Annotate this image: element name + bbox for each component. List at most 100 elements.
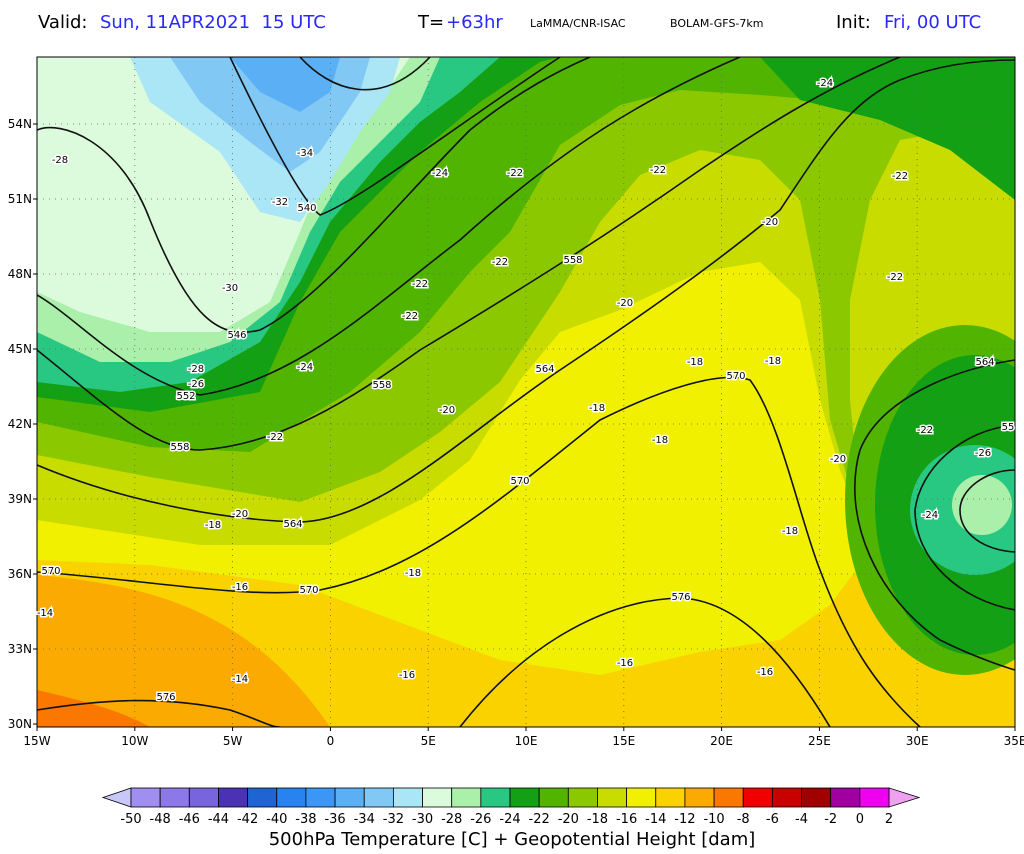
- colorbar-box: [451, 787, 482, 808]
- temperature-label: -28: [52, 155, 68, 166]
- colorbar-label: -36: [324, 812, 345, 827]
- colorbar-box: [334, 787, 365, 808]
- colorbar-label: -20: [558, 812, 579, 827]
- colorbar-label: -4: [795, 812, 808, 827]
- colorbar-label: 2: [885, 812, 893, 827]
- colorbar-box: [626, 787, 657, 808]
- height-label: 570: [726, 371, 745, 382]
- colorbar-label: -22: [529, 812, 550, 827]
- lon-label: 30E: [906, 734, 929, 748]
- colorbar-label: -26: [470, 812, 491, 827]
- temperature-label: -22: [402, 311, 418, 322]
- height-label: 564: [535, 364, 554, 375]
- colorbar-box: [684, 787, 715, 808]
- colorbar-box: [509, 787, 540, 808]
- height-contours: [37, 57, 1015, 727]
- colorbar-box: [392, 787, 423, 808]
- lead-label: T=: [417, 12, 444, 33]
- height-label: 570: [299, 585, 318, 596]
- temperature-label: -20: [830, 454, 846, 465]
- footer-title: 500hPa Temperature [C] + Geopotential He…: [269, 829, 756, 850]
- temperature-label: -32: [272, 197, 288, 208]
- colorbar-label: -48: [150, 812, 171, 827]
- temperature-label: -16: [399, 670, 415, 681]
- temperature-label: -22: [650, 165, 666, 176]
- temperature-label: -18: [205, 520, 221, 531]
- lon-label: 15W: [23, 734, 50, 748]
- colorbar-label: -28: [441, 812, 462, 827]
- height-label: 564: [975, 357, 994, 368]
- height-label: 546: [227, 330, 246, 341]
- height-label: 564: [283, 519, 302, 530]
- temperature-label: -18: [765, 356, 781, 367]
- contour-labels: -28 -34 -32 -30 -28 -26 -24 -22 -22 -24 -22 -20 -22 -…: [35, 77, 1016, 705]
- colorbar-box: [830, 787, 861, 808]
- lon-label: 5W: [223, 734, 243, 748]
- colorbar-label: -40: [266, 812, 287, 827]
- colorbar-label: -6: [766, 812, 779, 827]
- temperature-label: -22: [267, 432, 283, 443]
- colorbar-box: [305, 787, 336, 808]
- temperature-label: -16: [617, 658, 633, 669]
- temperature-label: -22: [887, 272, 903, 283]
- temperature-label: -22: [917, 425, 933, 436]
- temperature-label: -20: [617, 298, 633, 309]
- colorbar-label: -42: [237, 812, 258, 827]
- graticule: [37, 57, 1015, 727]
- lat-label: 33N: [8, 642, 32, 656]
- colorbar-box: [771, 787, 802, 808]
- colorbar-box: [567, 787, 598, 808]
- lat-label: 39N: [8, 492, 32, 506]
- map-axes: 54N 51N 48N 45N 42N 39N 36N 33N 30N 15W 10W 5W 0 5E 10…: [8, 117, 1024, 748]
- colorbar-label: -30: [412, 812, 433, 827]
- colorbar-box: [742, 787, 773, 808]
- colorbar-box: [801, 787, 832, 808]
- colorbar-box: [480, 787, 511, 808]
- lon-label: 35E: [1004, 734, 1024, 748]
- colorbar-label: -38: [295, 812, 316, 827]
- colorbar-label: -14: [645, 812, 666, 827]
- lon-label: 15E: [612, 734, 635, 748]
- model: BOLAM-GFS-7km: [670, 17, 763, 30]
- init-time: Fri, 00 UTC: [884, 12, 981, 33]
- colorbar-label: -24: [499, 812, 520, 827]
- lon-label: 5E: [421, 734, 436, 748]
- temperature-label: -26: [975, 448, 991, 459]
- temperature-label: -18: [652, 435, 668, 446]
- colorbar-label: -34: [354, 812, 375, 827]
- colorbar: -50 -48 -46 -44 -42 -40 -38 -36 -34 -32 -30 -28 -26-…: [101, 787, 921, 827]
- init-label: Init:: [836, 12, 871, 33]
- colorbar-label: -46: [179, 812, 200, 827]
- temperature-label: -30: [222, 283, 238, 294]
- colorbar-label: -44: [208, 812, 229, 827]
- height-label: 552: [176, 391, 195, 402]
- colorbar-box: [655, 787, 686, 808]
- colorbar-box: [276, 787, 307, 808]
- temperature-label: -14: [232, 674, 248, 685]
- colorbar-label: -18: [587, 812, 608, 827]
- lat-label: 30N: [8, 717, 32, 731]
- colorbar-label: -12: [674, 812, 695, 827]
- colorbar-box: [859, 787, 890, 808]
- colorbar-box: [597, 787, 628, 808]
- height-label: 55: [1002, 422, 1015, 433]
- temperature-label: -14: [37, 608, 53, 619]
- temperature-label: -16: [757, 667, 773, 678]
- temperature-label: -16: [232, 582, 248, 593]
- temperature-label: -22: [492, 257, 508, 268]
- height-label: 570: [41, 566, 60, 577]
- colorbar-box: [130, 787, 161, 808]
- temperature-label: -20: [232, 509, 248, 520]
- source: LaMMA/CNR-ISAC: [530, 17, 626, 30]
- temperature-label: -34: [297, 148, 313, 159]
- temperature-label: -18: [687, 357, 703, 368]
- colorbar-box: [159, 787, 190, 808]
- temperature-label: -18: [589, 403, 605, 414]
- temperature-label: -24: [297, 362, 313, 373]
- colorbar-under: [101, 787, 132, 808]
- colorbar-box: [713, 787, 744, 808]
- height-label: 558: [563, 255, 582, 266]
- temperature-label: -24: [922, 510, 938, 521]
- temperature-label: -28: [188, 364, 204, 375]
